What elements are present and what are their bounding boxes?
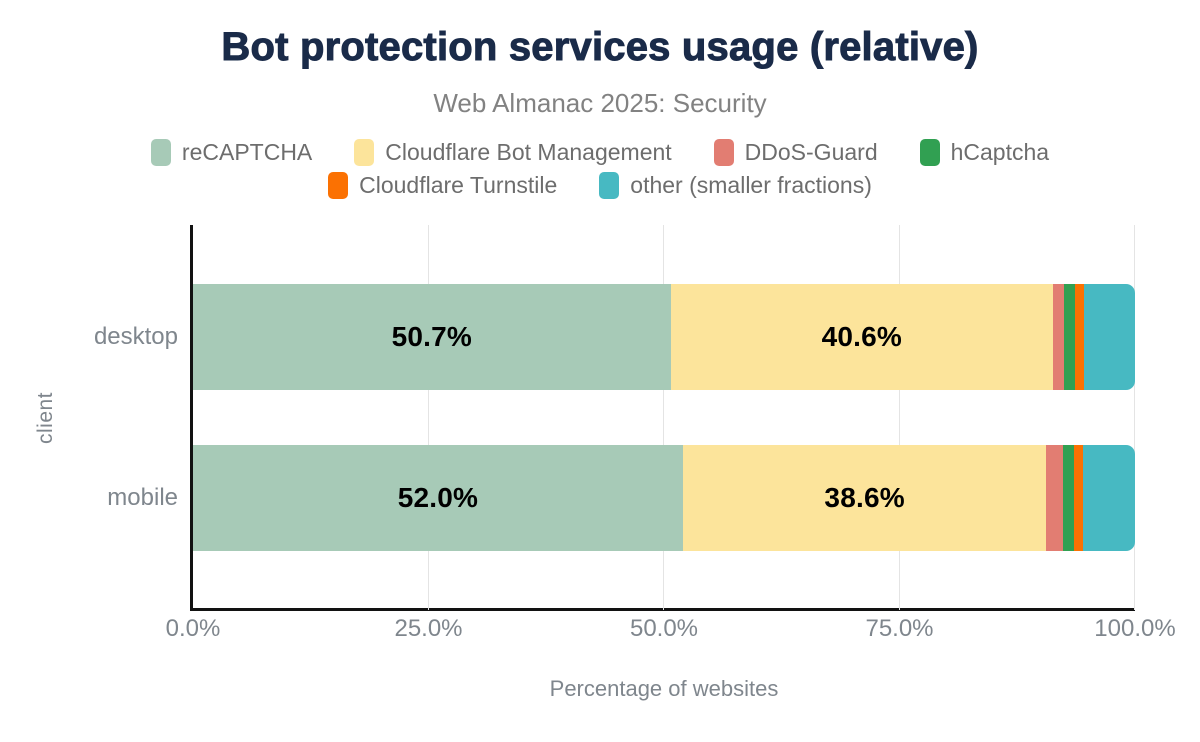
legend-swatch-cloudflare-bot-management [354,139,375,166]
gridline-100 [1134,225,1135,610]
x-tick-label-0-0: 0.0% [165,615,221,642]
legend-label: DDoS-Guard [744,139,878,165]
bar-segment-mobile-other-smaller-fractions[interactable] [1083,445,1135,551]
legend-row: Cloudflare Turnstile other (smaller fract… [328,172,872,199]
legend-swatch-other-smaller-fractions [599,172,620,199]
legend: reCAPTCHA Cloudflare Bot Management DDoS-G… [0,139,1200,199]
chart-title: Bot protection services usage (relative) [221,25,979,70]
bar-segment-mobile-cloudflare-bot-management[interactable]: 38.6% [682,445,1047,551]
bar-row-mobile: 52.0% 38.6% [193,445,1135,551]
legend-label: hCaptcha [950,139,1050,165]
bar-segment-desktop-ddos-guard[interactable] [1053,284,1065,390]
legend-swatch-ddos-guard [713,139,734,166]
x-axis-title: Percentage of websites [549,676,779,701]
x-axis-line [190,608,1135,611]
bar-segment-mobile-cloudflare-turnstile[interactable] [1073,445,1084,551]
bar-segment-mobile-hcaptcha[interactable] [1063,445,1074,551]
legend-item-ddos-guard[interactable]: DDoS-Guard [713,139,878,166]
legend-item-cloudflare-bot-management[interactable]: Cloudflare Bot Management [354,139,672,166]
data-label: 52.0% [397,482,479,513]
y-axis-title-box: client [24,225,68,610]
legend-label: Cloudflare Bot Management [385,139,672,165]
category-label-mobile: mobile [107,484,178,511]
bar-segment-mobile-ddos-guard[interactable] [1046,445,1064,551]
data-label: 38.6% [824,482,905,513]
x-tick-label-25-0: 25.0% [394,615,463,642]
data-label: 50.7% [391,321,472,352]
gridline-75 [898,225,900,610]
gridline-25 [427,225,429,610]
bar-segment-desktop-cloudflare-turnstile[interactable] [1074,284,1085,390]
legend-swatch-recaptcha [150,139,171,166]
legend-label: reCAPTCHA [181,139,313,165]
legend-label: Cloudflare Turnstile [359,172,558,198]
legend-swatch-cloudflare-turnstile [328,172,349,199]
x-tick-label-50-0: 50.0% [629,615,699,642]
legend-label: other (smaller fractions) [630,172,872,198]
bar-segment-mobile-recaptcha[interactable]: 52.0% [193,445,683,551]
gridline-50 [663,225,664,610]
x-tick-label-75-0: 75.0% [865,615,934,642]
category-label-desktop: desktop [93,323,178,350]
legend-row: reCAPTCHA Cloudflare Bot Management DDoS-G… [150,139,1050,166]
legend-swatch-hcaptcha [919,139,940,166]
data-label: 40.6% [821,321,903,352]
legend-item-recaptcha[interactable]: reCAPTCHA [150,139,313,166]
y-axis-line [190,225,193,610]
legend-item-other-smaller-fractions[interactable]: other (smaller fractions) [599,172,872,199]
bar-segment-desktop-hcaptcha[interactable] [1064,284,1075,390]
x-tick-label-100-0: 100.0% [1094,615,1176,642]
chart-subtitle: Web Almanac 2025: Security [433,88,767,118]
bar-segment-desktop-other-smaller-fractions[interactable] [1084,284,1135,390]
legend-item-hcaptcha[interactable]: hCaptcha [919,139,1050,166]
plot-area: 50.7% 40.6% 52.0% 38.6% [193,225,1135,610]
category-labels: desktop mobile [0,0,178,742]
bar-segment-desktop-cloudflare-bot-management[interactable]: 40.6% [670,284,1054,390]
x-axis-ticks: 0.0% 25.0% 50.0% 75.0% 100.0% [166,615,1176,645]
bar-row-desktop: 50.7% 40.6% [193,284,1135,390]
legend-item-cloudflare-turnstile[interactable]: Cloudflare Turnstile [328,172,557,199]
bar-segment-desktop-recaptcha[interactable]: 50.7% [193,284,671,390]
y-axis-title: client [34,391,57,444]
